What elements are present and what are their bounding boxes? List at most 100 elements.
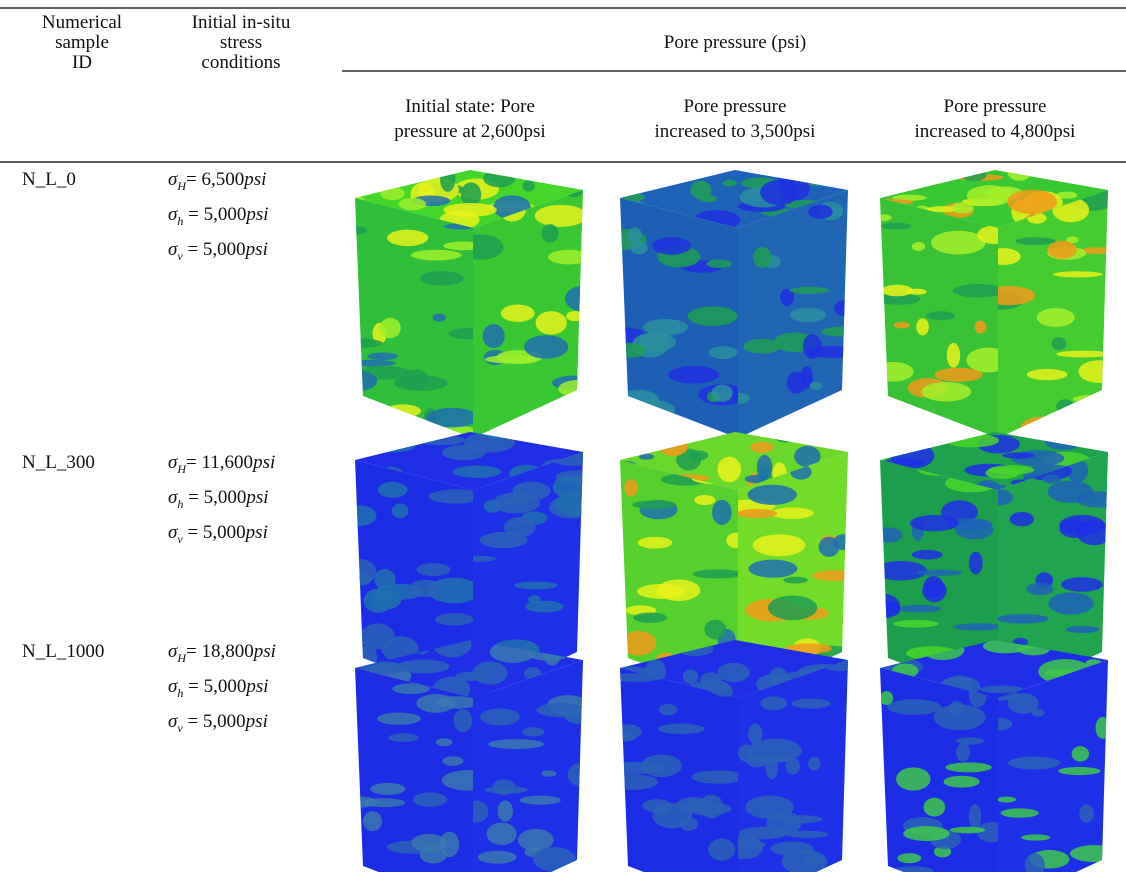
- texture-blob: [355, 432, 384, 453]
- stress-value: = 18,800: [186, 641, 254, 662]
- texture-blob: [419, 846, 448, 864]
- stress-line: σv = 5,000psi: [168, 711, 268, 735]
- header-pore: Initial state: Pore: [405, 96, 535, 117]
- texture-blob: [968, 803, 982, 830]
- stress-symbol: σ: [168, 676, 178, 697]
- texture-blob: [1059, 519, 1091, 539]
- texture-blob: [691, 770, 738, 784]
- texture-blob: [620, 389, 660, 413]
- texture-blob: [362, 811, 383, 832]
- texture-blob: [1078, 360, 1108, 383]
- texture-blob: [688, 450, 709, 461]
- texture-blob: [355, 370, 378, 392]
- texture-blob: [392, 432, 441, 442]
- texture-blob: [998, 248, 1021, 265]
- texture-blob: [419, 271, 464, 286]
- texture-blob: [441, 444, 486, 461]
- texture-blob: [391, 503, 409, 519]
- texture-blob: [814, 436, 842, 443]
- texture-blob: [791, 423, 841, 438]
- texture-blob: [647, 432, 662, 438]
- cube-image: [880, 640, 1108, 872]
- texture-blob: [979, 685, 1024, 694]
- texture-blob: [1056, 350, 1108, 358]
- texture-blob: [443, 202, 497, 217]
- stress-sub: h: [177, 214, 183, 228]
- texture-blob: [357, 439, 398, 452]
- stress-value: = 5,000: [183, 239, 246, 260]
- texture-blob: [432, 313, 446, 322]
- texture-blob: [415, 434, 465, 446]
- texture-blob: [1056, 191, 1078, 199]
- texture-blob: [374, 568, 396, 590]
- texture-blob: [752, 534, 806, 557]
- texture-blob: [949, 826, 986, 834]
- stress-line: σv = 5,000psi: [168, 522, 268, 546]
- texture-blob: [522, 727, 545, 737]
- texture-blob: [934, 367, 983, 382]
- texture-blob: [525, 600, 564, 613]
- texture-blob: [1042, 474, 1061, 484]
- texture-blob: [785, 757, 800, 775]
- texture-blob: [893, 321, 911, 329]
- texture-blob: [638, 453, 655, 460]
- texture-blob: [814, 421, 831, 432]
- texture-blob: [443, 241, 473, 251]
- stress-sub: v: [177, 532, 183, 546]
- texture-blob: [434, 613, 473, 626]
- header-pore: Pore pressure: [684, 96, 787, 117]
- texture-blob: [931, 230, 986, 255]
- texture-blob: [484, 355, 536, 364]
- stress-unit: psi: [244, 204, 268, 225]
- texture-blob: [881, 222, 911, 230]
- texture-blob: [780, 176, 810, 201]
- texture-blob: [747, 484, 797, 505]
- texture-blob: [652, 237, 691, 255]
- stress-line: σh = 5,000psi: [168, 487, 269, 511]
- stress-symbol: σ: [168, 169, 178, 190]
- texture-blob: [355, 559, 377, 585]
- stress-symbol: σ: [168, 522, 178, 543]
- texture-blob: [541, 770, 557, 777]
- texture-blob: [432, 640, 472, 658]
- texture-blob: [400, 369, 429, 391]
- texture-blob: [770, 841, 814, 856]
- texture-blob: [712, 499, 732, 525]
- texture-blob: [514, 581, 558, 590]
- texture-blob: [903, 826, 950, 842]
- texture-blob: [363, 588, 393, 613]
- texture-blob: [519, 795, 561, 805]
- stress-symbol: σ: [168, 641, 178, 662]
- texture-blob: [743, 338, 781, 354]
- texture-blob: [807, 756, 821, 771]
- texture-blob: [567, 763, 583, 787]
- texture-blob: [808, 204, 833, 219]
- cube-image: [355, 170, 583, 438]
- texture-blob: [821, 326, 848, 337]
- texture-blob: [624, 479, 638, 497]
- stress-symbol: σ: [168, 239, 178, 260]
- texture-blob: [789, 307, 826, 323]
- texture-blob: [387, 229, 429, 247]
- texture-blob: [708, 838, 736, 861]
- texture-blob: [416, 563, 451, 577]
- texture-blob: [366, 438, 416, 453]
- group-header: Pore pressure (psi): [664, 32, 806, 53]
- texture-blob: [1080, 397, 1108, 423]
- texture-blob: [706, 259, 732, 269]
- texture-blob: [988, 465, 1035, 475]
- texture-blob: [717, 662, 750, 683]
- texture-blob: [1007, 189, 1058, 214]
- texture-blob: [880, 214, 892, 221]
- texture-blob: [1008, 756, 1061, 770]
- stress-value: = 11,600: [186, 452, 253, 473]
- texture-blob: [534, 432, 570, 445]
- texture-blob: [448, 328, 473, 340]
- texture-blob: [800, 366, 814, 389]
- texture-blob: [682, 669, 699, 684]
- texture-blob: [685, 802, 732, 816]
- stress-sub: h: [177, 686, 183, 700]
- texture-blob: [951, 202, 974, 214]
- stress-value: = 5,000: [183, 676, 246, 697]
